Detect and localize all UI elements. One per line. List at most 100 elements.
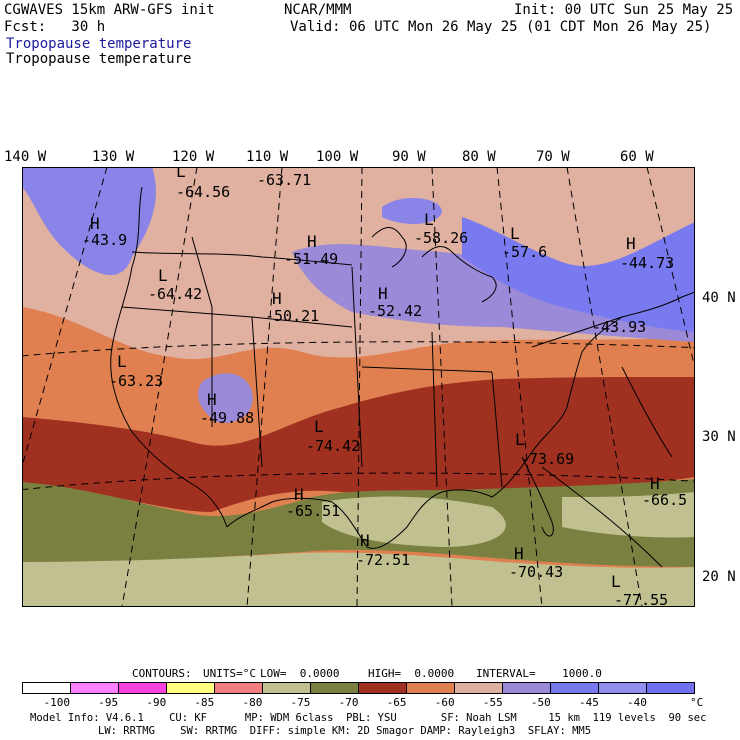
coastlines — [110, 186, 695, 568]
band-khaki-south — [22, 552, 695, 607]
colorbar-tick-label: -75 — [290, 696, 311, 709]
colorbar-tick-label: -80 — [242, 696, 263, 709]
extremum-value: -64.56 — [176, 183, 230, 201]
extremum-value: -72.51 — [356, 551, 410, 569]
colorbar-tick-label: -65 — [386, 696, 407, 709]
extremum-letter: L — [158, 266, 168, 285]
extremum-value: -70.43 — [509, 563, 563, 581]
extremum-letter: H — [514, 544, 524, 563]
colorbar-swatch — [407, 683, 455, 693]
colorbar-swatch — [215, 683, 263, 693]
extremum-letter: H — [378, 284, 388, 303]
extremum-letter: H — [360, 531, 370, 550]
extremum-value: -50.21 — [265, 307, 319, 325]
band-khaki-gulf — [322, 496, 506, 547]
extremum-letter: H — [650, 474, 660, 493]
colorbar-tick-label: -50 — [530, 696, 551, 709]
colorbar-swatch — [647, 683, 694, 693]
extremum-letter: L — [515, 430, 525, 449]
extremum-letter: H — [307, 232, 317, 251]
colorbar-swatch — [167, 683, 215, 693]
colorbar-unit-label: °C — [690, 696, 704, 709]
extrema-labels: L -64.56 -63.71 H -43.9 L -64.42 H -51.4… — [82, 167, 687, 607]
model-title: CGWAVES 15km ARW-GFS init — [4, 2, 215, 18]
colorbar-tick-label: -45 — [578, 696, 599, 709]
colorbar-swatch — [359, 683, 407, 693]
extremum-letter: H — [294, 485, 304, 504]
extremum-letter: H — [272, 289, 282, 308]
field-title-blue: Tropopause temperature — [6, 36, 192, 52]
lon-label-140w: 140 W — [4, 149, 47, 165]
low-label: LOW= 0.0000 — [260, 667, 340, 680]
lon-label-100w: 100 W — [316, 149, 359, 165]
colorbar-tick-label: -95 — [98, 696, 119, 709]
extremum-value: -63.23 — [109, 372, 163, 390]
lon-label-70w: 70 W — [536, 149, 570, 165]
model-info-line: Model Info: V4.6.1 CU: KF MP: WDM 6class… — [30, 712, 707, 724]
extremum-value: -63.71 — [257, 171, 311, 189]
extremum-letter: L — [424, 210, 434, 229]
graticule — [22, 167, 695, 607]
lon-label-110w: 110 W — [246, 149, 289, 165]
extremum-letter: L — [176, 167, 186, 181]
extremum-value: -51.49 — [284, 250, 338, 268]
valid-time: Valid: 06 UTC Mon 26 May 25 (01 CDT Mon … — [290, 19, 712, 35]
lat-label-30n: 30 N — [702, 429, 736, 445]
colorbar-swatch — [503, 683, 551, 693]
lon-label-80w: 80 W — [462, 149, 496, 165]
extremum-letter: L — [510, 224, 520, 243]
colorbar-tick-label: -70 — [338, 696, 359, 709]
extremum-value: -43.93 — [592, 318, 646, 336]
colorbar — [22, 682, 695, 694]
high-label: HIGH= 0.0000 — [368, 667, 455, 680]
colorbar-tick-label: -100 — [43, 696, 71, 709]
extremum-value: -43.9 — [82, 231, 127, 249]
extremum-value: -66.5 — [642, 491, 687, 509]
lon-label-60w: 60 W — [620, 149, 654, 165]
init-time: Init: 00 UTC Sun 25 May 25 — [514, 2, 734, 18]
extremum-letter: L — [117, 352, 127, 371]
colorbar-swatch — [119, 683, 167, 693]
lat-label-20n: 20 N — [702, 569, 736, 585]
colorbar-swatch — [551, 683, 599, 693]
colorbar-swatch — [23, 683, 71, 693]
extremum-value: -52.42 — [368, 302, 422, 320]
colorbar-tick-label: -60 — [434, 696, 455, 709]
extremum-letter: H — [90, 214, 100, 233]
colorbar-swatch — [71, 683, 119, 693]
colorbar-swatch — [263, 683, 311, 693]
lat-label-40n: 40 N — [702, 290, 736, 306]
colorbar-tick-label: -85 — [194, 696, 215, 709]
colorbar-swatch — [599, 683, 647, 693]
band-blue-northeast — [462, 217, 695, 332]
extremum-value: -57.6 — [502, 243, 547, 261]
tropopause-temperature-map: L -64.56 -63.71 H -43.9 L -64.42 H -51.4… — [22, 167, 695, 607]
extremum-letter: H — [207, 390, 217, 409]
extremum-value: -77.55 — [614, 591, 668, 607]
band-blue-northwest — [22, 167, 156, 276]
physics-info-line: LW: RRTMG SW: RRTMG DIFF: simple KM: 2D … — [98, 725, 592, 737]
colorbar-swatch — [455, 683, 503, 693]
units-label: UNITS=°C — [203, 667, 256, 680]
band-khaki-east — [562, 492, 695, 538]
extremum-value: -49.88 — [200, 409, 254, 427]
colorbar-tick-label: -90 — [146, 696, 167, 709]
extremum-letter: L — [611, 572, 621, 591]
extremum-value: -73.69 — [520, 450, 574, 468]
lon-label-120w: 120 W — [172, 149, 215, 165]
extremum-value: -65.51 — [286, 502, 340, 520]
extremum-value: -74.42 — [306, 437, 360, 455]
extremum-value: -58.26 — [414, 229, 468, 247]
contours-label: CONTOURS: — [132, 667, 192, 680]
extremum-letter: L — [314, 417, 324, 436]
extremum-letter: H — [626, 234, 636, 253]
extremum-value: -44.73 — [620, 254, 674, 272]
field-title-black: Tropopause temperature — [6, 51, 192, 67]
lon-label-90w: 90 W — [392, 149, 426, 165]
org-label: NCAR/MMM — [284, 2, 352, 18]
colorbar-swatch — [311, 683, 359, 693]
band-blue-top — [382, 197, 442, 224]
interval-label: INTERVAL= 1000.0 — [476, 667, 602, 680]
colorbar-tick-label: -40 — [627, 696, 647, 709]
colorbar-tick-label: -55 — [482, 696, 503, 709]
